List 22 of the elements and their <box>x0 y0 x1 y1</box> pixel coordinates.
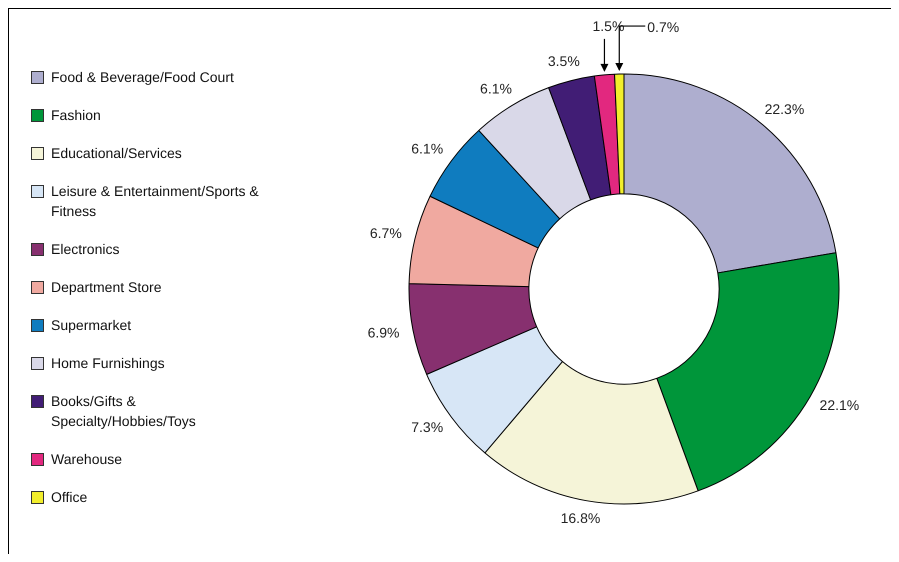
legend-label: Office <box>51 488 88 507</box>
data-label: 0.7% <box>647 18 680 35</box>
data-label: 22.3% <box>764 100 804 117</box>
data-label: 6.9% <box>368 324 400 340</box>
data-label: 6.1% <box>480 80 512 96</box>
legend-label: Food & Beverage/Food Court <box>51 68 234 87</box>
legend-label: Supermarket <box>51 316 132 335</box>
data-label: 1.5% <box>592 18 624 34</box>
data-label: 3.5% <box>548 53 580 70</box>
legend-label: Warehouse <box>51 450 122 469</box>
legend-label: Fashion <box>51 106 101 125</box>
legend-label: Leisure & Entertainment/Sports & Fitness <box>51 182 260 221</box>
legend-label: Electronics <box>51 240 120 259</box>
data-label: 16.8% <box>560 510 600 526</box>
data-label: 6.1% <box>411 140 444 157</box>
data-label: 7.3% <box>411 419 444 436</box>
legend-label: Educational/Services <box>51 144 182 163</box>
legend-label: Department Store <box>51 278 162 297</box>
legend-label: Home Furnishings <box>51 354 165 373</box>
data-label: 6.7% <box>370 225 402 242</box>
data-label: 22.1% <box>820 397 860 414</box>
legend-label: Books/Gifts & Specialty/Hobbies/Toys <box>51 392 197 431</box>
